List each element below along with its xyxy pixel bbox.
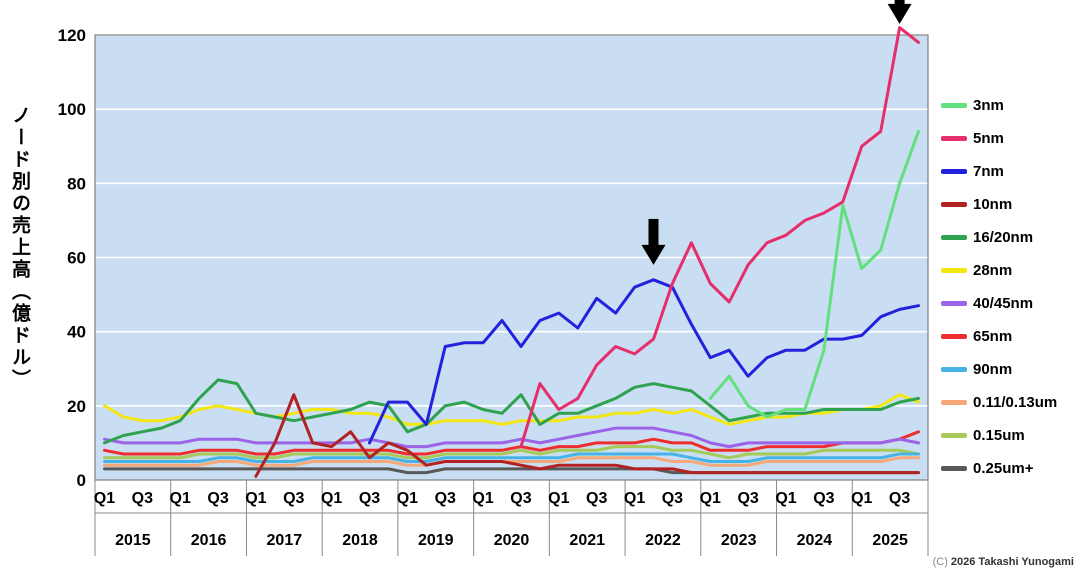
x-tick-year: 2021 [569, 532, 605, 549]
x-tick-quarter: Q1 [170, 490, 191, 507]
legend-item: 40/45nm [941, 293, 1057, 313]
x-tick-year: 2018 [342, 532, 378, 549]
series-line-7nm [368, 278, 920, 445]
legend-label: 16/20nm [973, 228, 1034, 246]
legend-item: 0.25um+ [941, 458, 1057, 478]
x-tick-year: 2020 [494, 532, 530, 549]
x-tick-quarter: Q1 [472, 490, 493, 507]
x-tick-quarter: Q3 [586, 490, 607, 507]
x-tick-quarter: Q3 [737, 490, 758, 507]
legend-swatch [941, 399, 967, 405]
legend-label: 90nm [973, 360, 1013, 378]
y-tick-label: 120 [58, 26, 86, 45]
legend-item: 10nm [941, 194, 1057, 214]
series-line-3nm [708, 129, 920, 419]
legend-swatch [941, 168, 967, 174]
y-tick-label: 40 [67, 323, 86, 342]
x-tick-quarter: Q3 [662, 490, 683, 507]
legend-swatch [941, 267, 967, 273]
legend-swatch [941, 333, 967, 339]
legend-item: 16/20nm [941, 227, 1057, 247]
x-tick-quarter: Q1 [245, 490, 266, 507]
legend-item: 90nm [941, 359, 1057, 379]
x-tick-quarter: Q3 [132, 490, 153, 507]
legend-label: 7nm [973, 162, 1004, 180]
x-tick-quarter: Q3 [510, 490, 531, 507]
series-line-10nm [254, 393, 920, 478]
x-tick-year: 2016 [191, 532, 227, 549]
x-tick-quarter: Q1 [851, 490, 872, 507]
legend-label: 65nm [973, 327, 1013, 345]
plot-border [94, 34, 929, 481]
x-tick-quarter: Q1 [775, 490, 796, 507]
y-tick-label: 60 [67, 249, 86, 268]
y-axis-title: ノード別の売上高（億ドル） [9, 105, 30, 391]
x-tick-quarter: Q3 [889, 490, 910, 507]
x-tick-quarter: Q1 [548, 490, 569, 507]
copyright-text: 2026 Takashi Yunogami [950, 556, 1074, 568]
x-tick-quarter: Q3 [813, 490, 834, 507]
legend-label: 0.25um+ [973, 459, 1034, 477]
legend-label: 40/45nm [973, 294, 1034, 312]
legend-item: 0.11/0.13um [941, 392, 1057, 412]
legend-label: 0.11/0.13um [973, 393, 1058, 411]
annotation-arrow-head [641, 244, 666, 265]
copyright-prefix: (C) [932, 556, 948, 568]
legend-swatch [941, 432, 967, 438]
x-tick-year: 2024 [797, 532, 833, 549]
x-tick-quarter: Q3 [283, 490, 304, 507]
legend-swatch [941, 102, 967, 108]
legend-swatch [941, 465, 967, 471]
y-tick-label: 100 [58, 100, 86, 119]
legend-item: 28nm [941, 260, 1057, 280]
x-tick-quarter: Q3 [207, 490, 228, 507]
legend-label: 5nm [973, 129, 1004, 147]
x-tick-quarter: Q3 [435, 490, 456, 507]
legend-swatch [941, 300, 967, 306]
series-line-65nm [103, 430, 920, 456]
series-line-16/20nm [103, 378, 920, 445]
legend: 3nm 5nm 7nm 10nm 16/20nm 28nm 40/45nm 65nm 90nm 0… [941, 95, 1057, 478]
legend-item: 0.15um [941, 425, 1057, 445]
series-line-0.11/0.13um [103, 456, 920, 467]
x-tick-quarter: Q1 [94, 490, 115, 507]
copyright: (C) 2026 Takashi Yunogami [933, 556, 1074, 568]
series-line-5nm [519, 26, 920, 449]
x-tick-year: 2022 [645, 532, 681, 549]
x-tick-quarter: Q1 [624, 490, 645, 507]
series-line-0.15um [103, 445, 920, 460]
series-line-28nm [103, 393, 920, 426]
legend-label: 10nm [973, 195, 1013, 213]
legend-swatch [941, 234, 967, 240]
legend-label: 0.15um [973, 426, 1025, 444]
series-line-90nm [103, 452, 920, 463]
legend-label: 3nm [973, 96, 1004, 114]
legend-item: 7nm [941, 161, 1057, 181]
x-tick-quarter: Q1 [397, 490, 418, 507]
legend-item: 5nm [941, 128, 1057, 148]
x-tick-year: 2017 [267, 532, 303, 549]
y-tick-label: 20 [67, 397, 86, 416]
annotation-arrow-head [887, 3, 912, 24]
legend-swatch [941, 135, 967, 141]
y-tick-label: 0 [77, 471, 86, 490]
x-tick-year: 2019 [418, 532, 454, 549]
x-tick-year: 2025 [872, 532, 908, 549]
x-tick-quarter: Q1 [700, 490, 721, 507]
annotation-arrow-tail [894, 0, 905, 5]
x-tick-quarter: Q3 [359, 490, 380, 507]
y-tick-label: 80 [67, 174, 86, 193]
legend-label: 28nm [973, 261, 1013, 279]
x-tick-year: 2023 [721, 532, 757, 549]
series-line-40/45nm [103, 426, 920, 449]
x-tick-quarter: Q1 [321, 490, 342, 507]
legend-swatch [941, 201, 967, 207]
annotation-arrow-tail [648, 218, 659, 246]
x-tick-year: 2015 [115, 532, 151, 549]
legend-item: 65nm [941, 326, 1057, 346]
legend-item: 3nm [941, 95, 1057, 115]
legend-swatch [941, 366, 967, 372]
